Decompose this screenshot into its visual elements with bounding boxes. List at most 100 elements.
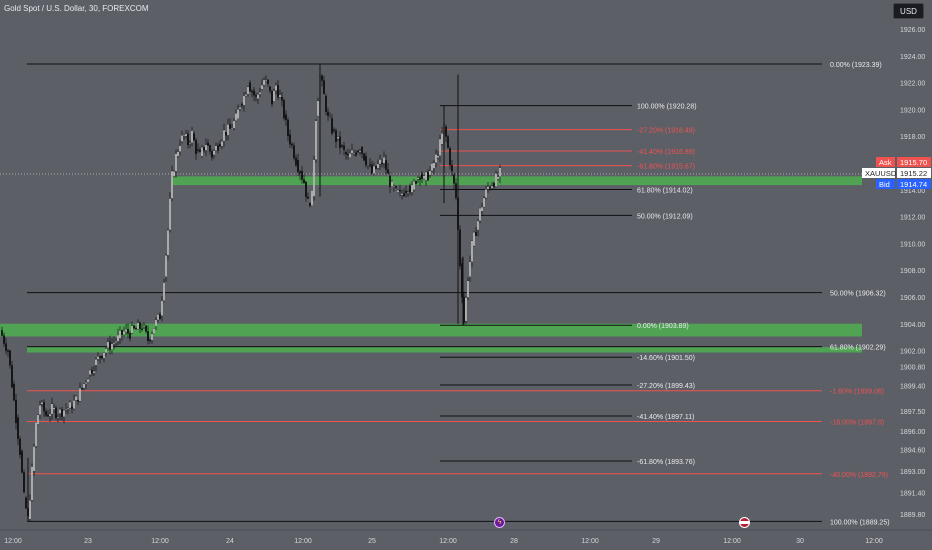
candle-body: [467, 280, 469, 298]
candle-body: [215, 145, 217, 151]
candle-body: [5, 343, 7, 351]
candle-body: [337, 136, 339, 140]
candle-body: [499, 167, 501, 177]
candle-body: [331, 118, 333, 134]
time-axis-label: 12:00: [439, 538, 457, 545]
candle-body: [329, 118, 331, 120]
fib-level-label: 0.00% (1923.39): [830, 62, 882, 69]
candle-body: [303, 179, 305, 184]
candle-body: [345, 152, 347, 155]
lightning-event-icon[interactable]: ϟ: [494, 517, 505, 528]
time-axis: 12:00 23 12:00 24 12:00 25 12:00 28 12:00 29 12:00…: [4, 538, 883, 545]
candle-body: [31, 466, 33, 501]
candle-body: [481, 206, 483, 212]
candle-body: [495, 173, 497, 187]
candle-body: [403, 193, 405, 197]
time-axis-label: 12:00: [865, 538, 883, 545]
candle-body: [209, 145, 211, 152]
candle-body: [433, 162, 435, 169]
currency-button[interactable]: USD: [893, 3, 924, 19]
candle-body: [187, 133, 189, 146]
candle-body: [235, 113, 237, 121]
candle-body: [117, 334, 119, 342]
candle-body: [83, 383, 85, 389]
candle-body: [99, 356, 101, 358]
candle-body: [211, 151, 213, 158]
candle-body: [419, 177, 421, 180]
candle-body: [425, 171, 427, 181]
candle-body: [81, 387, 83, 390]
candle-body: [49, 413, 51, 417]
candle-body: [293, 145, 295, 159]
candle-body: [289, 134, 291, 145]
price-axis-label: 1922.00: [900, 81, 925, 88]
candle-body: [157, 314, 159, 321]
candle-body: [133, 325, 135, 329]
candle-body: [131, 325, 133, 334]
candle-body: [7, 350, 9, 352]
candle-body: [125, 329, 127, 332]
candle-body: [47, 414, 49, 417]
candle-body: [353, 152, 355, 154]
candle-body: [359, 150, 361, 153]
fib-level-label: -27.20% (1918.49): [637, 128, 695, 135]
candle-body: [53, 407, 55, 410]
candle-body: [493, 182, 495, 187]
candle-body: [471, 240, 473, 262]
candle-body: [243, 95, 245, 106]
candle-body: [469, 261, 471, 278]
candle-body: [107, 341, 109, 349]
candle-body: [123, 330, 125, 335]
bid-price-tag: 1914.74: [897, 179, 931, 189]
candle-body: [85, 382, 87, 384]
candle-body: [389, 176, 391, 187]
price-axis-label: 1912.00: [900, 215, 925, 222]
candle-body: [153, 328, 155, 335]
candle-body: [167, 229, 169, 256]
candle-body: [385, 160, 387, 170]
candle-body: [437, 155, 439, 158]
candle-body: [229, 124, 231, 129]
candle-body: [219, 144, 221, 147]
candle-body: [155, 319, 157, 327]
candle-body: [295, 157, 297, 166]
price-axis-label: 1920.00: [900, 107, 925, 114]
candle-body: [413, 181, 415, 190]
candle-body: [111, 343, 113, 350]
candle-body: [57, 416, 59, 419]
candle-body: [1, 330, 3, 336]
candle-body: [13, 383, 15, 401]
candle-body: [491, 185, 493, 189]
candle-body: [399, 190, 401, 192]
fib-level-label: -27.20% (1899.43): [637, 383, 695, 390]
candle-body: [171, 170, 173, 199]
candle-body: [205, 144, 207, 151]
candle-body: [485, 189, 487, 198]
candle-body: [411, 184, 413, 193]
support-zone: [172, 176, 862, 186]
candle-body: [113, 342, 115, 344]
candle-body: [323, 80, 325, 95]
candle-body: [249, 82, 251, 92]
candle-body: [317, 100, 319, 117]
candle-body: [379, 159, 381, 165]
candle-body: [91, 369, 93, 374]
time-axis-label: 12:00: [151, 538, 169, 545]
candle-body: [271, 90, 273, 105]
candle-body: [199, 149, 201, 153]
candle-body: [151, 333, 153, 341]
candle-body: [265, 79, 267, 82]
candle-body: [87, 378, 89, 383]
candle-body: [241, 103, 243, 106]
candle-body: [473, 232, 475, 247]
us-flag-event-icon[interactable]: [739, 517, 750, 528]
candle-body: [321, 75, 323, 81]
fib-level-label: 61.80% (1914.02): [637, 188, 693, 195]
fib-retracement-large: 0.00% (1923.39) 50.00% (1906.32) 61.80% (1…: [27, 62, 890, 526]
candle-body: [61, 409, 63, 417]
fib-level-label: -61.80% (1893.76): [637, 459, 695, 466]
candle-body: [367, 164, 369, 166]
fib-level-label: -1.60% (1899.06): [830, 389, 884, 396]
